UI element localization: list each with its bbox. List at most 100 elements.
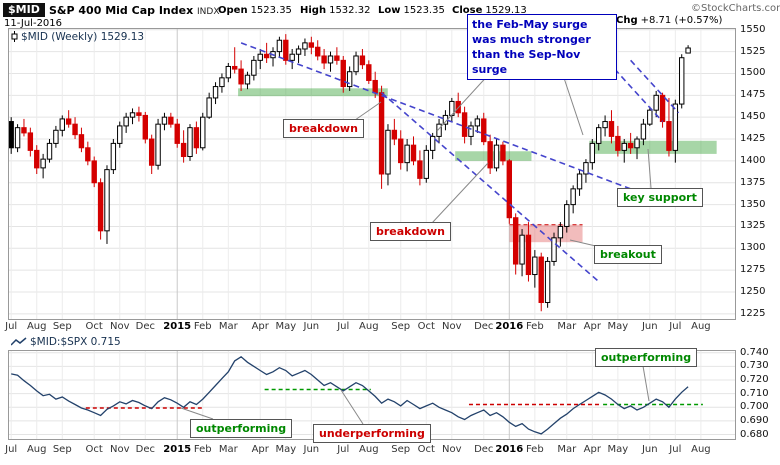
x-axis-label: Aug: [26, 444, 47, 455]
x-axis-label: Apr: [583, 321, 601, 332]
trendline: [381, 92, 600, 283]
ratio-axis-label: 0.710: [740, 387, 769, 399]
x-axis-label: Dec: [135, 444, 155, 455]
x-axis-label: Jul: [337, 321, 350, 332]
x-axis-label: Dec: [135, 321, 155, 332]
quote-high: High 1532.32: [300, 5, 370, 16]
x-axis-label: Jun: [641, 444, 658, 455]
x-axis-label: Feb: [525, 444, 544, 455]
candlestick-icon: [11, 31, 18, 42]
x-axis-label: Sep: [391, 444, 411, 455]
x-axis-label: Sep: [52, 321, 72, 332]
x-axis-label: Jun: [641, 321, 658, 332]
price-axis-label: 1275: [740, 264, 766, 276]
copyright-label: ©StockCharts.com: [691, 3, 780, 14]
chg-value: +8.71 (+0.57%): [640, 15, 723, 26]
x-axis-label: Mar: [218, 444, 238, 455]
price-axis-label: 1250: [740, 286, 766, 298]
x-axis-label: Sep: [52, 444, 72, 455]
x-axis-label: Feb: [193, 321, 212, 332]
zone-support: [238, 88, 388, 97]
price-axis-label: 1450: [740, 111, 766, 123]
x-axis-label: Nov: [109, 444, 130, 455]
ratio-axis-label: 0.680: [740, 428, 769, 440]
low-value: 1523.35: [403, 5, 445, 16]
x-axis-label: May: [607, 321, 629, 332]
close-value: 1529.13: [485, 5, 527, 16]
x-axis-label: 2016: [495, 444, 524, 455]
x-axis-label: Dec: [474, 321, 494, 332]
x-axis-label: Oct: [85, 444, 103, 455]
x-axis-label: Nov: [442, 321, 462, 332]
x-axis-label: Aug: [26, 321, 47, 332]
x-axis-label: Jul: [5, 321, 18, 332]
zone-support: [455, 151, 532, 161]
ratio-chart-legend: $MID:$SPX 0.715: [10, 336, 121, 348]
quote-low: Low 1523.35: [378, 5, 445, 16]
chg-label: Chg: [616, 15, 638, 26]
exchange-label: INDX: [197, 7, 220, 17]
callout-key-support: key support: [617, 188, 703, 207]
trendline: [630, 59, 680, 114]
index-title: S&P 400 Mid Cap Index INDX: [49, 4, 220, 17]
x-axis-label: Aug: [359, 444, 379, 455]
x-axis-label: Jun: [303, 321, 320, 332]
close-label: Close: [452, 5, 483, 16]
x-axis-label: Oct: [417, 444, 435, 455]
x-axis-label: Jul: [337, 444, 350, 455]
x-axis-label: Jul: [669, 444, 682, 455]
high-label: High: [300, 5, 327, 16]
x-axis-label: 2015: [163, 321, 192, 332]
price-axis-label: 1375: [740, 176, 766, 188]
ratio-axis-label: 0.690: [740, 414, 769, 426]
ratio-axis-label: 0.700: [740, 401, 769, 413]
annotation-note: the Feb-May surge was much stronger than…: [467, 14, 617, 80]
x-axis-label: Apr: [251, 321, 269, 332]
x-axis-label: Jun: [303, 444, 320, 455]
price-axis-label: 1325: [740, 220, 766, 232]
x-axis-label: Oct: [417, 321, 435, 332]
callout-outperforming-1: outperforming: [190, 419, 293, 438]
ratio-axis-label: 0.720: [740, 374, 769, 385]
trendline: [614, 68, 664, 123]
x-axis-label: May: [275, 321, 297, 332]
callout-underperforming: underperforming: [313, 424, 431, 443]
ratio-line: [11, 355, 689, 435]
price-axis-label: 1525: [740, 45, 766, 57]
callout-breakdown-1: breakdown: [283, 119, 364, 138]
quote-open: Open 1523.35: [218, 5, 292, 16]
ratio-axis-label: 0.740: [740, 346, 769, 358]
main-legend-text: $MID (Weekly) 1529.13: [21, 31, 145, 43]
zone-key-support: [589, 140, 717, 154]
price-axis-label: 1550: [740, 23, 766, 35]
main-chart-legend: $MID (Weekly) 1529.13: [11, 31, 144, 43]
high-value: 1532.32: [329, 5, 371, 16]
low-label: Low: [378, 5, 401, 16]
open-label: Open: [218, 5, 248, 16]
x-axis-label: Apr: [583, 444, 601, 455]
x-axis-label: 2016: [495, 321, 524, 332]
main-price-chart: [8, 28, 736, 320]
x-axis-label: Nov: [442, 444, 462, 455]
callout-outperforming-2: outperforming: [595, 348, 698, 367]
ratio-legend-text: $MID:$SPX 0.715: [30, 336, 121, 348]
line-icon: [10, 337, 27, 346]
chart-date: 11-Jul-2016: [4, 18, 63, 29]
quote-close: Close 1529.13: [452, 5, 527, 16]
x-axis-label: Apr: [251, 444, 269, 455]
symbol-badge: $MID: [3, 3, 45, 17]
x-axis-label: Nov: [109, 321, 130, 332]
x-axis-label: Sep: [391, 321, 411, 332]
price-axis-label: 1350: [740, 198, 766, 210]
x-axis-label: Mar: [557, 321, 577, 332]
x-axis-label: May: [275, 444, 297, 455]
x-axis-label: Mar: [218, 321, 238, 332]
price-axis-label: 1475: [740, 89, 766, 101]
x-axis-label: Oct: [85, 321, 103, 332]
x-axis-label: Feb: [525, 321, 544, 332]
x-axis-label: Mar: [557, 444, 577, 455]
index-name: S&P 400 Mid Cap Index: [49, 4, 194, 17]
x-axis-label: Aug: [359, 321, 379, 332]
quote-change: Chg +8.71 (+0.57%): [616, 15, 722, 26]
